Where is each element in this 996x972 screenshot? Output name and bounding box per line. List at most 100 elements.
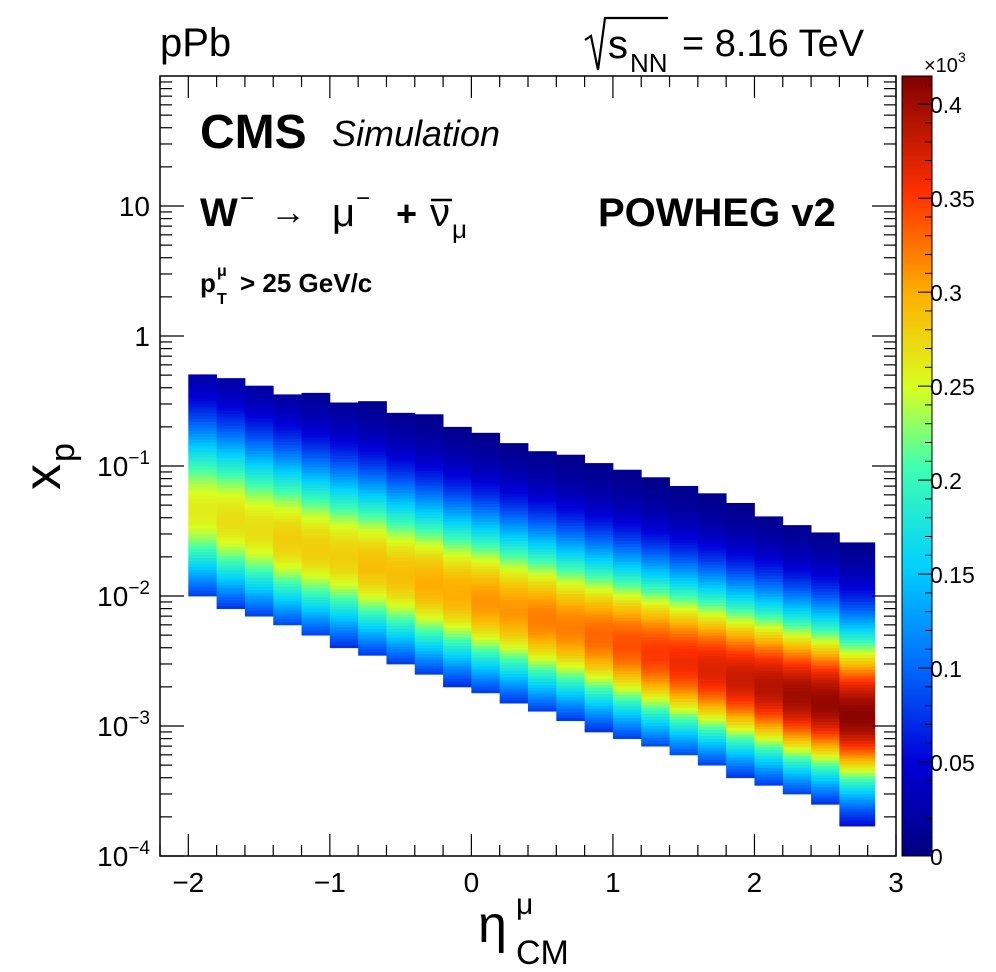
- heatmap-cell: [386, 548, 416, 553]
- heatmap-cell: [839, 554, 876, 558]
- heatmap-cell: [556, 569, 586, 574]
- heatmap-cell: [329, 408, 359, 412]
- heatmap-cell: [499, 655, 529, 660]
- heatmap-cell: [754, 758, 784, 763]
- heatmap-cell: [697, 629, 727, 633]
- heatmap-cell: [669, 506, 699, 511]
- heatmap-cell: [641, 731, 670, 735]
- heatmap-cell: [612, 525, 642, 530]
- heatmap-cell: [188, 539, 218, 544]
- heatmap-cell: [754, 717, 784, 721]
- heatmap-cell: [726, 538, 755, 542]
- heatmap-cell: [612, 605, 642, 609]
- heatmap-cell: [471, 462, 501, 466]
- heatmap-cell: [556, 691, 586, 695]
- heatmap-cell: [471, 683, 501, 688]
- heatmap-cell: [811, 730, 840, 734]
- heatmap-cell: [499, 602, 529, 606]
- heatmap-cell: [386, 575, 416, 579]
- heatmap-cell: [754, 735, 784, 739]
- heatmap-cell: [329, 461, 359, 465]
- heatmap-cell: [726, 635, 755, 640]
- heatmap-cell: [839, 557, 876, 561]
- heatmap-cell: [811, 647, 840, 652]
- heatmap-cell: [386, 483, 416, 488]
- heatmap-cell: [641, 536, 670, 540]
- heatmap-cell: [528, 548, 557, 553]
- heatmap-cell: [273, 418, 302, 422]
- heatmap-cell: [726, 665, 755, 669]
- heatmap-cell: [386, 463, 416, 467]
- heatmap-cell: [443, 683, 472, 688]
- heatmap-cell: [839, 722, 876, 726]
- heatmap-cell: [273, 527, 302, 531]
- heatmap-cell: [726, 627, 755, 631]
- heatmap-cell: [244, 424, 274, 428]
- heatmap-cell: [556, 699, 586, 704]
- heatmap-cell: [358, 569, 387, 573]
- heatmap-cell: [301, 449, 331, 453]
- heatmap-cell: [811, 739, 840, 743]
- heatmap-cell: [273, 447, 302, 451]
- heatmap-cell: [584, 486, 614, 491]
- heatmap-cell: [612, 649, 642, 654]
- heatmap-cell: [612, 614, 642, 618]
- heatmap-cell: [612, 726, 642, 731]
- heatmap-cell: [244, 586, 274, 590]
- heatmap-cell: [471, 610, 501, 614]
- heatmap-cell: [726, 650, 755, 655]
- heatmap-cell: [726, 541, 755, 545]
- heatmap-cell: [301, 472, 331, 476]
- heatmap-cell: [782, 604, 812, 609]
- heatmap-cell: [697, 717, 727, 722]
- heatmap-cell: [273, 491, 302, 496]
- heatmap-cell: [273, 550, 302, 555]
- heatmap-cell: [499, 667, 529, 671]
- heatmap-cell: [612, 496, 642, 500]
- w-charge: −: [240, 185, 254, 212]
- heatmap-cell: [443, 459, 472, 463]
- heatmap-cell: [216, 481, 246, 485]
- heatmap-cell: [358, 572, 387, 576]
- heatmap-cell: [471, 553, 501, 558]
- heatmap-cell: [811, 579, 840, 584]
- heatmap-cell: [443, 598, 472, 602]
- heatmap-cell: [329, 429, 359, 433]
- heatmap-cell: [811, 591, 840, 595]
- heatmap-cell: [471, 686, 501, 691]
- heatmap-cell: [782, 764, 812, 768]
- heatmap-cell: [414, 621, 444, 625]
- heatmap-cell: [839, 690, 876, 694]
- heatmap-cell: [386, 584, 416, 588]
- heatmap-cell: [244, 610, 274, 614]
- heatmap-cell: [358, 472, 387, 476]
- heatmap-cell: [782, 598, 812, 603]
- heatmap-cell: [471, 477, 501, 481]
- heatmap-cell: [188, 507, 218, 511]
- heatmap-cell: [188, 386, 218, 390]
- heatmap-cell: [556, 682, 586, 686]
- heatmap-cell: [782, 693, 812, 697]
- y-tick-label: 10−2: [97, 578, 150, 612]
- heatmap-cell: [726, 603, 755, 607]
- heatmap-cell: [471, 651, 501, 655]
- heatmap-cell: [754, 726, 784, 730]
- heatmap-cell: [443, 607, 472, 611]
- heatmap-cell: [528, 551, 557, 555]
- heatmap-cell: [443, 642, 472, 646]
- heatmap-cell: [414, 517, 444, 522]
- heatmap-cell: [584, 590, 614, 594]
- heatmap-cell: [782, 637, 812, 641]
- heatmap-cell: [669, 669, 699, 673]
- heatmap-cell: [811, 762, 840, 767]
- heatmap-cell: [188, 480, 218, 485]
- heatmap-cell: [612, 531, 642, 536]
- heatmap-cell: [556, 611, 586, 615]
- heatmap-cell: [726, 689, 755, 693]
- heatmap-cell: [754, 673, 784, 677]
- heatmap-cell: [782, 666, 812, 671]
- heatmap-cell: [697, 644, 727, 648]
- heatmap-cell: [528, 622, 557, 626]
- x-tick-label: −1: [314, 867, 346, 898]
- heatmap-cell: [584, 492, 614, 496]
